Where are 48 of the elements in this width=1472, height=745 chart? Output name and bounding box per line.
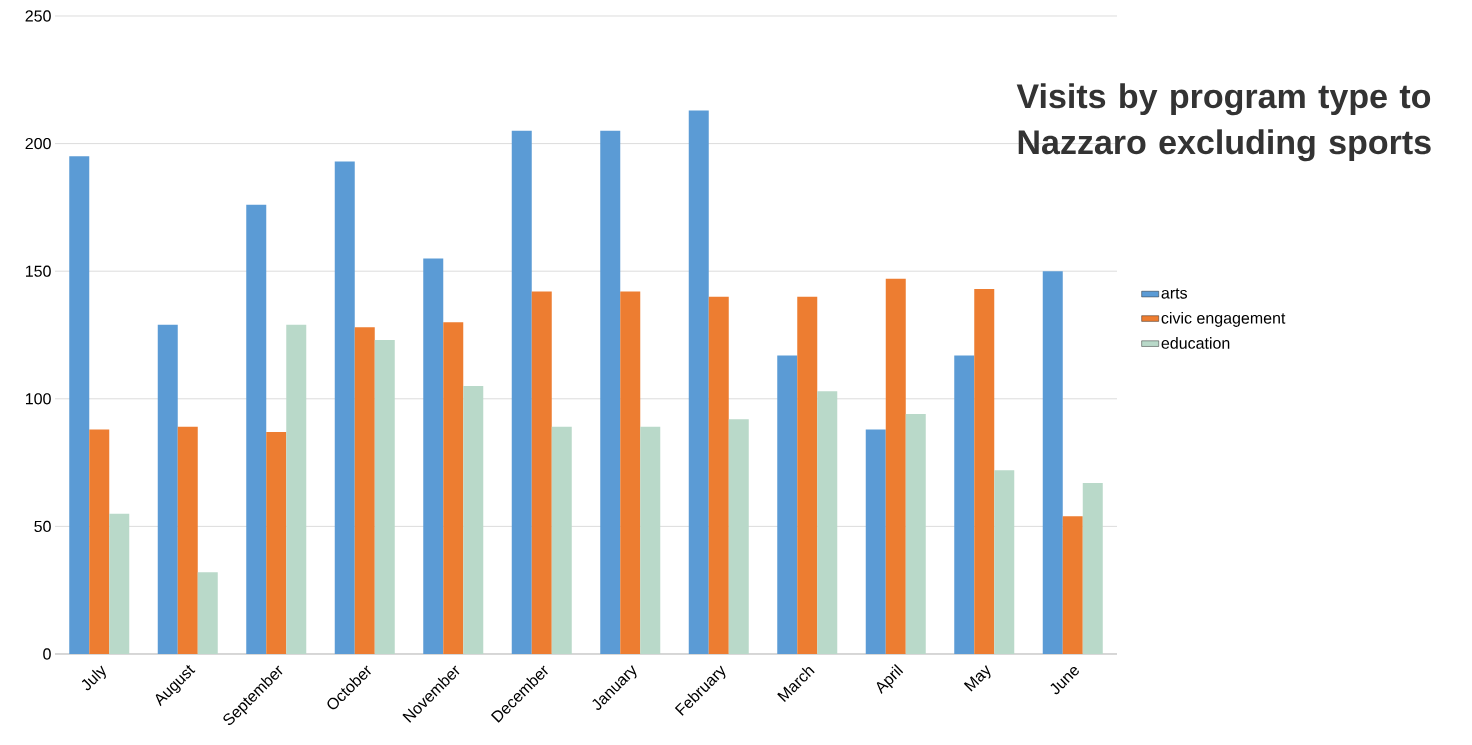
bar	[551, 426, 572, 654]
x-tick-label: July	[81, 665, 106, 691]
bar	[286, 324, 307, 654]
bar	[531, 291, 552, 654]
bar	[423, 258, 444, 654]
legend-label: arts	[1161, 288, 1188, 299]
legend-label: civic engagement	[1161, 312, 1286, 327]
x-tick-label: May	[963, 665, 991, 692]
bar	[600, 130, 621, 654]
bar	[885, 278, 906, 654]
bar	[69, 156, 90, 654]
bar	[177, 426, 198, 654]
legend-label: education	[1161, 337, 1230, 349]
bar	[728, 419, 749, 654]
bar	[109, 513, 130, 654]
bar	[354, 327, 375, 654]
bar	[1082, 483, 1103, 654]
bar	[865, 429, 886, 654]
bar	[157, 324, 178, 654]
bar	[246, 204, 267, 654]
bar	[620, 291, 641, 654]
bar	[511, 130, 532, 654]
y-tick-label: 50	[34, 520, 51, 533]
bar	[688, 110, 709, 654]
text: Visits by program type to Nazzaro excluding sports	[1016, 83, 1431, 162]
bar	[797, 296, 818, 654]
bar	[197, 572, 218, 654]
bar	[266, 431, 287, 654]
y-tick-label: 0	[43, 648, 51, 660]
y-tick-label: 200	[25, 137, 51, 150]
bar	[1042, 271, 1063, 654]
bar	[905, 414, 926, 654]
bar	[374, 340, 395, 654]
y-tick-label: 150	[26, 265, 51, 277]
bar	[1062, 516, 1083, 654]
bar	[954, 355, 975, 654]
bar	[994, 470, 1015, 654]
y-tick-label: 250	[25, 10, 51, 22]
bar	[817, 391, 838, 654]
bar	[443, 322, 464, 654]
bar	[974, 289, 995, 654]
bar	[463, 386, 484, 654]
bar	[89, 429, 110, 654]
bar	[708, 296, 729, 654]
bar	[777, 355, 798, 654]
y-tick-label: 100	[26, 393, 51, 405]
bar	[640, 426, 661, 654]
bar	[334, 161, 355, 654]
